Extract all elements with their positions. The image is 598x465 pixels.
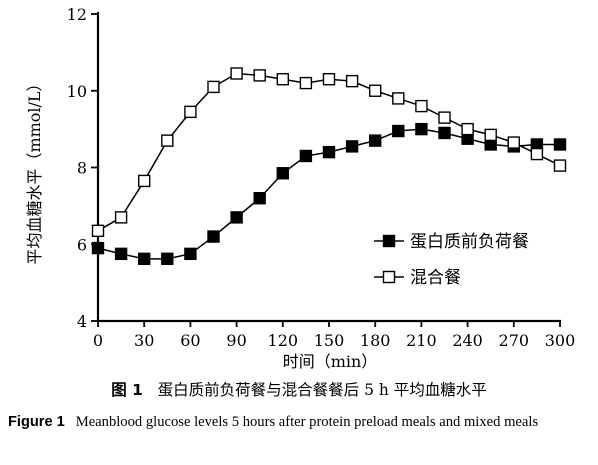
data-point	[230, 67, 243, 80]
y-tick-label: 10	[67, 82, 87, 101]
figure-title-cn: 蛋白质前负荷餐与混合餐餐后 5 h 平均血糖水平	[157, 381, 487, 399]
data-point	[276, 73, 289, 86]
data-point	[392, 124, 405, 138]
data-point	[184, 105, 197, 119]
data-point	[438, 111, 451, 124]
data-point	[438, 126, 451, 140]
line-chart: 0 30 60 90 120 150 180 210 240 270 300 4 6 8 10 12 蛋白质前…	[25, 5, 576, 371]
data-point	[161, 252, 174, 266]
data-point	[207, 230, 220, 243]
data-point	[137, 174, 151, 188]
data-point	[507, 136, 520, 149]
x-tick-label: 270	[499, 331, 530, 350]
x-tick-label: 120	[268, 331, 299, 350]
legend-label: 混合餐	[410, 268, 461, 288]
y-axis-label: 平均血糖水平（mmol/L）	[25, 75, 44, 264]
data-point	[484, 128, 497, 142]
data-point	[369, 134, 382, 147]
data-point	[276, 167, 289, 180]
x-axis-label: 时间（min）	[283, 352, 378, 371]
series-layer	[91, 67, 567, 266]
data-point	[553, 138, 567, 151]
data-point	[230, 211, 243, 224]
figure-caption-en: Figure 1 Meanblood glucose levels 5 hour…	[8, 410, 593, 434]
x-tick-label: 60	[180, 331, 200, 350]
figure-label-cn: 图 1	[111, 381, 143, 399]
axes: 0 30 60 90 120 150 180 210 240 270 300 4 6 8 10 12	[67, 5, 576, 350]
data-point	[530, 147, 544, 161]
x-tick-label: 0	[93, 331, 103, 350]
legend-marker	[382, 270, 396, 284]
data-point	[207, 80, 220, 94]
figure-label-en: Figure 1	[8, 414, 65, 430]
data-point	[461, 122, 474, 136]
figure-title-en: Meanblood glucose levels 5 hours after p…	[75, 414, 539, 430]
x-tick-label: 210	[406, 331, 437, 350]
data-point	[322, 73, 336, 86]
data-point	[114, 247, 128, 261]
data-point	[137, 252, 151, 266]
data-point	[369, 84, 382, 97]
data-point	[91, 241, 105, 255]
data-point	[322, 145, 336, 159]
data-point	[253, 69, 266, 82]
data-point	[161, 134, 174, 147]
data-point	[553, 159, 567, 172]
data-point	[91, 224, 105, 238]
data-point	[345, 74, 359, 88]
figure-caption-cn: 图 1 蛋白质前负荷餐与混合餐餐后 5 h 平均血糖水平	[0, 378, 598, 400]
x-tick-label: 90	[226, 331, 246, 350]
y-tick-label: 8	[77, 159, 87, 178]
data-point	[299, 76, 313, 90]
data-point	[415, 122, 428, 136]
legend-marker	[382, 234, 396, 248]
data-point	[253, 191, 266, 205]
y-tick-label: 12	[67, 5, 87, 24]
y-tick-label: 4	[77, 312, 87, 331]
data-point	[345, 140, 359, 153]
x-tick-label: 150	[314, 331, 345, 350]
data-point	[184, 247, 197, 261]
x-tick-label: 300	[545, 331, 576, 350]
x-tick-label: 240	[452, 331, 483, 350]
data-point	[114, 211, 128, 224]
data-point	[392, 92, 405, 105]
y-tick-label: 6	[77, 235, 87, 254]
x-tick-label: 30	[134, 331, 154, 350]
data-point	[415, 99, 428, 113]
x-tick-label: 180	[360, 331, 391, 350]
data-point	[299, 149, 313, 163]
legend-label: 蛋白质前负荷餐	[410, 232, 529, 252]
